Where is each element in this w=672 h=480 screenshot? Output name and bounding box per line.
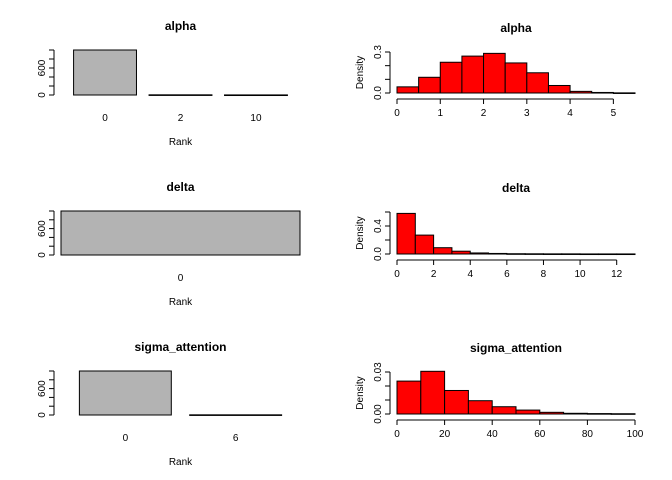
histogram-bar bbox=[467, 400, 493, 415]
x-tick-label: 2 bbox=[178, 113, 184, 124]
x-tick-label: 0 bbox=[102, 113, 108, 124]
x-tick-label: 0 bbox=[178, 273, 184, 284]
histogram-bar bbox=[612, 92, 636, 94]
y-tick-label: 0 bbox=[37, 412, 48, 418]
histogram-bar bbox=[547, 84, 571, 94]
histogram-bar bbox=[542, 253, 563, 255]
x-tick-label: 60 bbox=[534, 429, 546, 440]
histogram-bar bbox=[396, 212, 416, 255]
histogram-bar bbox=[526, 72, 549, 94]
y-tick-label: 0.3 bbox=[373, 45, 384, 59]
histogram-bar bbox=[506, 253, 526, 255]
chart-title: alpha bbox=[165, 19, 197, 33]
x-tick-label: 6 bbox=[504, 269, 510, 280]
x-tick-label: 100 bbox=[627, 429, 644, 440]
histogram-bar bbox=[515, 409, 541, 415]
histogram-bar bbox=[418, 76, 441, 94]
y-tick-label: 0.00 bbox=[373, 404, 384, 424]
histogram-bar bbox=[461, 55, 485, 94]
y-tick-label: 0.4 bbox=[373, 219, 384, 233]
histogram-bar bbox=[539, 411, 565, 415]
chart-title: delta bbox=[166, 180, 194, 194]
x-tick-label: 2 bbox=[481, 108, 487, 119]
histogram-bar bbox=[597, 253, 618, 256]
y-tick-label: 0.0 bbox=[373, 86, 384, 100]
y-tick-label: 0 bbox=[37, 252, 48, 258]
x-tick-label: 4 bbox=[467, 269, 473, 280]
y-tick-label: 0.0 bbox=[373, 247, 384, 261]
x-tick-label: 80 bbox=[582, 429, 594, 440]
y-axis-label: Density bbox=[355, 376, 366, 409]
histogram-bar bbox=[444, 389, 469, 415]
histogram-bar bbox=[433, 247, 453, 255]
y-tick-label: 0.03 bbox=[373, 362, 384, 382]
histogram-bar bbox=[504, 62, 528, 94]
y-tick-label: 600 bbox=[37, 380, 48, 397]
histogram-bar bbox=[469, 252, 490, 255]
x-tick-label: 20 bbox=[439, 429, 451, 440]
x-tick-label: 5 bbox=[611, 108, 617, 119]
x-axis-label: Rank bbox=[169, 137, 193, 148]
histogram-bar bbox=[420, 370, 446, 415]
x-tick-label: 0 bbox=[394, 108, 400, 119]
x-tick-label: 0 bbox=[394, 429, 400, 440]
chart-title: alpha bbox=[500, 21, 532, 35]
histogram-bar bbox=[483, 52, 506, 94]
histogram-bar bbox=[396, 86, 420, 94]
bar bbox=[78, 370, 172, 416]
histogram-bar bbox=[488, 252, 508, 255]
x-tick-label: 1 bbox=[437, 108, 443, 119]
histogram-bar bbox=[396, 380, 422, 415]
histogram-bar bbox=[610, 413, 636, 415]
bar bbox=[60, 210, 301, 256]
x-tick-label: 10 bbox=[250, 113, 262, 124]
histogram-bar bbox=[616, 253, 636, 256]
x-tick-label: 3 bbox=[524, 108, 530, 119]
x-tick-label: 10 bbox=[575, 269, 587, 280]
x-tick-label: 8 bbox=[541, 269, 547, 280]
chart-title: delta bbox=[502, 181, 530, 195]
y-tick-label: 600 bbox=[37, 220, 48, 237]
x-axis-label: Rank bbox=[169, 297, 193, 308]
x-tick-label: 6 bbox=[233, 433, 239, 444]
x-axis-label: Rank bbox=[169, 457, 193, 468]
bar bbox=[148, 94, 213, 96]
y-axis-label: Density bbox=[355, 216, 366, 249]
x-tick-label: 2 bbox=[431, 269, 437, 280]
bar bbox=[189, 414, 283, 416]
chart-title: sigma_attention bbox=[134, 340, 226, 354]
bar bbox=[224, 94, 288, 97]
histogram-bar bbox=[451, 250, 471, 255]
histogram-bar bbox=[524, 253, 544, 255]
histogram-bar bbox=[491, 406, 517, 415]
y-axis-label: Density bbox=[355, 56, 366, 89]
histogram-bar bbox=[414, 234, 435, 255]
histogram-bar bbox=[569, 90, 593, 94]
histogram-bar bbox=[586, 413, 612, 415]
bar bbox=[73, 49, 137, 96]
y-tick-label: 0 bbox=[37, 92, 48, 98]
x-tick-label: 0 bbox=[394, 269, 400, 280]
y-tick-label: 600 bbox=[37, 59, 48, 76]
x-tick-label: 4 bbox=[567, 108, 573, 119]
histogram-bar bbox=[439, 61, 463, 94]
histogram-bar bbox=[579, 253, 599, 256]
x-tick-label: 40 bbox=[487, 429, 499, 440]
x-tick-label: 12 bbox=[611, 269, 623, 280]
chart-title: sigma_attention bbox=[470, 341, 562, 355]
x-tick-label: 0 bbox=[123, 433, 129, 444]
histogram-bar bbox=[561, 253, 581, 255]
histogram-bar bbox=[563, 412, 588, 415]
histogram-bar bbox=[591, 91, 614, 94]
